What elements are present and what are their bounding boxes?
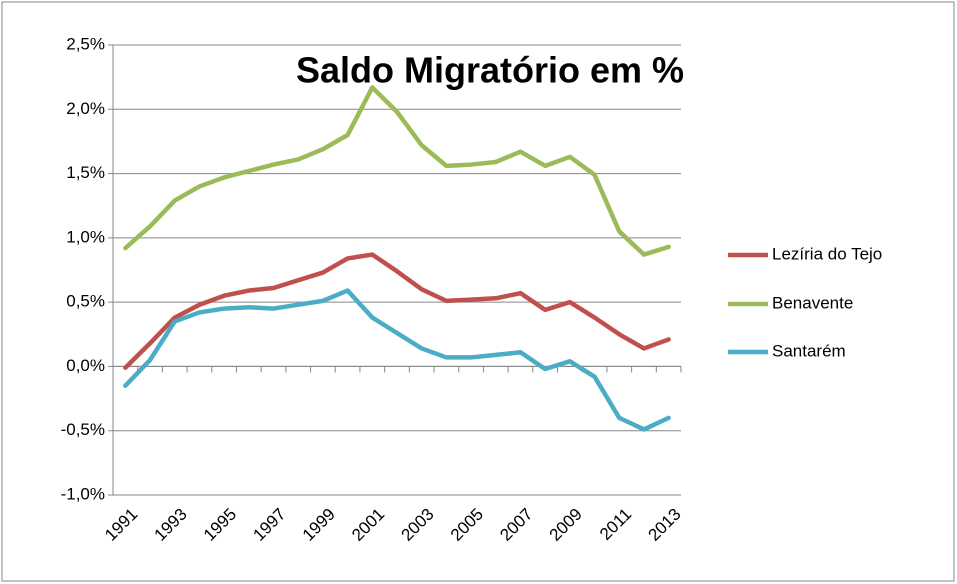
series-line [123, 288, 671, 432]
series-line [123, 85, 671, 257]
y-tick-label: 1,5% [66, 163, 105, 182]
chart-title: Saldo Migratório em % [296, 50, 684, 91]
legend-label: Santarém [772, 341, 846, 360]
legend-label: Lezíria do Tejo [772, 244, 882, 263]
y-tick-label: 0,0% [66, 356, 105, 375]
series-line [123, 252, 671, 370]
y-tick-label: -0,5% [61, 420, 105, 439]
y-tick-label: 2,5% [66, 34, 105, 53]
y-tick-label: 2,0% [66, 99, 105, 118]
y-tick-label: 1,0% [66, 227, 105, 246]
y-tick-label: -1,0% [61, 484, 105, 503]
legend-label: Benavente [772, 293, 853, 312]
y-tick-label: 0,5% [66, 292, 105, 311]
